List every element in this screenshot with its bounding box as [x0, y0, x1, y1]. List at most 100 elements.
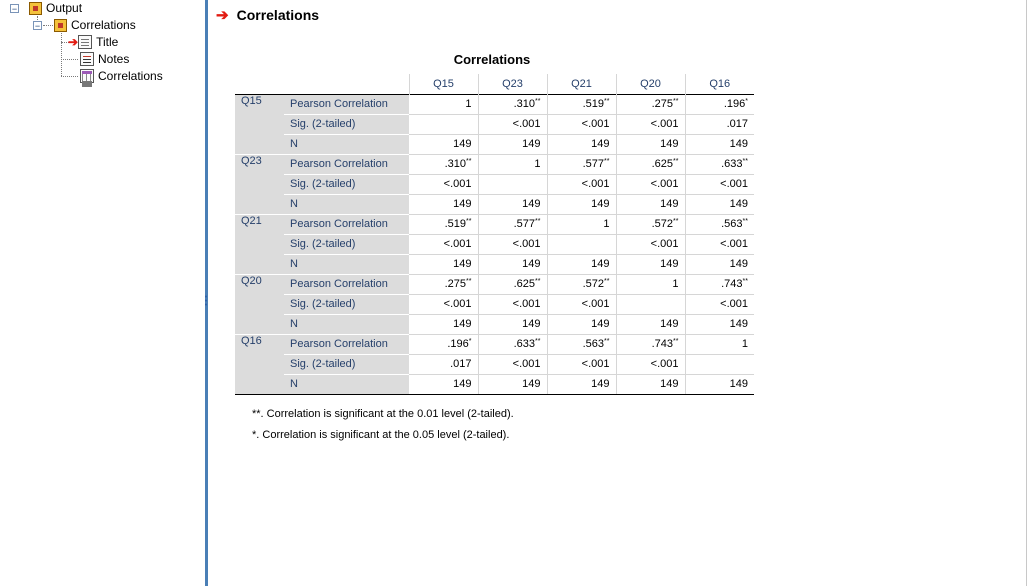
table-cell[interactable]: 1 — [547, 214, 617, 235]
table-cell[interactable]: 149 — [685, 374, 754, 395]
table-cell[interactable]: <.001 — [409, 174, 479, 195]
table-cell[interactable]: <.001 — [616, 114, 686, 135]
table-cell[interactable]: 1 — [478, 154, 548, 175]
table-cell[interactable]: .275** — [616, 93, 686, 115]
cell-value: <.001 — [720, 238, 748, 250]
table-cell[interactable]: 149 — [409, 314, 479, 335]
title-doc-icon — [78, 35, 93, 49]
table-cell[interactable]: 149 — [547, 194, 617, 215]
table-cell[interactable]: .633** — [478, 334, 548, 355]
table-cell[interactable]: .310** — [409, 154, 479, 175]
table-cell[interactable]: 1 — [409, 93, 479, 115]
table-cell[interactable]: <.001 — [685, 174, 754, 195]
table-cell[interactable]: 149 — [547, 314, 617, 335]
splitter-grip-icon[interactable]: • • • — [204, 294, 208, 309]
cell-value: 1 — [603, 218, 610, 230]
table-cell[interactable]: 1 — [685, 334, 754, 355]
table-cell[interactable]: <.001 — [616, 174, 686, 195]
table-cell[interactable]: .275** — [409, 274, 479, 295]
cell-value: 149 — [729, 318, 748, 330]
collapse-group-icon[interactable]: − — [33, 21, 42, 31]
cell-value: <.001 — [720, 298, 748, 310]
table-cell[interactable]: 149 — [616, 194, 686, 215]
cell-value: 149 — [453, 198, 472, 210]
table-cell[interactable]: 149 — [478, 314, 548, 335]
table-cell[interactable]: .577** — [547, 154, 617, 175]
table-cell[interactable]: <.001 — [547, 294, 617, 315]
table-cell[interactable]: 149 — [547, 254, 617, 275]
table-cell[interactable]: 149 — [685, 314, 754, 335]
table-cell[interactable]: .017 — [409, 354, 479, 375]
table-cell[interactable]: 149 — [616, 134, 686, 155]
table-cell[interactable]: <.001 — [478, 294, 548, 315]
table-cell[interactable]: <.001 — [409, 294, 479, 315]
table-cell[interactable]: 149 — [478, 194, 548, 215]
table-cell[interactable] — [478, 174, 548, 195]
table-cell[interactable]: 149 — [547, 134, 617, 155]
table-cell[interactable]: <.001 — [616, 234, 686, 255]
table-cell[interactable]: 149 — [547, 374, 617, 395]
table-cell[interactable]: .743** — [616, 334, 686, 355]
cell-value: 149 — [522, 378, 541, 390]
table-cell[interactable] — [409, 114, 479, 135]
table-cell[interactable]: 149 — [685, 194, 754, 215]
table-cell[interactable]: 149 — [685, 254, 754, 275]
footnote-significance-005: *. Correlation is significant at the 0.0… — [252, 429, 510, 441]
table-cell[interactable]: .572** — [616, 214, 686, 235]
collapse-root-icon[interactable]: − — [10, 4, 19, 14]
table-cell[interactable]: .625** — [616, 154, 686, 175]
table-cell[interactable]: 149 — [616, 314, 686, 335]
row-variable-label: Q21 — [235, 214, 284, 275]
table-cell[interactable]: 149 — [409, 194, 479, 215]
table-cell[interactable]: 149 — [616, 254, 686, 275]
table-cell[interactable]: .310** — [478, 93, 548, 115]
tree-item-correlations-table[interactable]: Correlations — [80, 68, 163, 84]
table-cell[interactable]: .633** — [685, 154, 754, 175]
table-cell[interactable]: 149 — [478, 254, 548, 275]
table-cell[interactable]: .017 — [685, 114, 754, 135]
table-cell[interactable]: <.001 — [616, 354, 686, 375]
table-cell[interactable]: .563** — [685, 214, 754, 235]
tree-item-notes[interactable]: Notes — [80, 51, 129, 67]
tree-item-output[interactable]: Output — [29, 0, 82, 16]
table-cell[interactable]: 149 — [409, 374, 479, 395]
tree-item-title[interactable]: ➔ Title — [68, 34, 118, 50]
table-cell[interactable]: <.001 — [685, 234, 754, 255]
current-item-arrow-icon: ➔ — [68, 35, 79, 49]
pane-splitter[interactable] — [205, 0, 208, 586]
cell-value: <.001 — [581, 178, 610, 190]
table-cell[interactable]: .625** — [478, 274, 548, 295]
table-cell[interactable]: 149 — [616, 374, 686, 395]
table-cell[interactable]: <.001 — [478, 234, 548, 255]
table-cell[interactable]: 149 — [478, 374, 548, 395]
table-cell[interactable]: .519** — [547, 93, 617, 115]
table-cell[interactable]: .572** — [547, 274, 617, 295]
table-cell[interactable] — [616, 294, 686, 315]
table-cell[interactable]: 149 — [685, 134, 754, 155]
table-cell[interactable] — [685, 354, 754, 375]
table-cell[interactable]: <.001 — [547, 114, 617, 135]
table-cell[interactable]: <.001 — [409, 234, 479, 255]
correlations-table[interactable]: Q15 Q23 Q21 Q20 Q16 Q15 Pearson Correlati… — [235, 74, 754, 395]
table-cell[interactable]: 149 — [409, 254, 479, 275]
table-cell[interactable]: 1 — [616, 274, 686, 295]
table-cell[interactable]: .519** — [409, 214, 479, 235]
table-cell[interactable]: .196* — [409, 334, 479, 355]
table-cell[interactable]: <.001 — [685, 294, 754, 315]
table-cell[interactable]: .563** — [547, 334, 617, 355]
tree-item-correlations-group[interactable]: Correlations — [54, 17, 136, 33]
table-cell[interactable]: 149 — [478, 134, 548, 155]
table-cell[interactable]: .743** — [685, 274, 754, 295]
table-cell[interactable]: <.001 — [478, 354, 548, 375]
table-cell[interactable]: <.001 — [547, 174, 617, 195]
output-heading[interactable]: ➔ Correlations — [216, 6, 319, 24]
significance-marker: * — [745, 98, 748, 105]
table-cell[interactable]: <.001 — [547, 354, 617, 375]
table-header-row: Q15 Q23 Q21 Q20 Q16 — [235, 74, 754, 94]
table-cell[interactable]: .577** — [478, 214, 548, 235]
table-cell[interactable] — [547, 234, 617, 255]
table-cell[interactable]: .196* — [685, 93, 754, 115]
table-cell[interactable]: 149 — [409, 134, 479, 155]
table-cell[interactable]: <.001 — [478, 114, 548, 135]
table-title: Correlations — [453, 52, 531, 67]
